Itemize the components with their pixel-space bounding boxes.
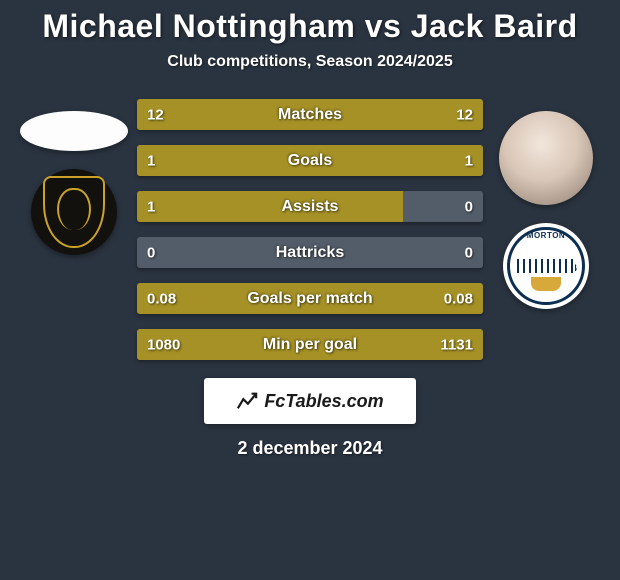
footer: FcTables.com 2 december 2024 (0, 378, 620, 459)
stat-bar: 12Matches12 (137, 99, 483, 130)
stat-value-right: 0 (465, 198, 473, 215)
chart-icon (236, 390, 258, 412)
stat-bar: 1Assists0 (137, 191, 483, 222)
stat-fill-left (137, 99, 310, 130)
stats-column: 12Matches121Goals11Assists00Hattricks00.… (137, 99, 483, 360)
stat-bar: 1Goals1 (137, 145, 483, 176)
ship-icon (531, 277, 561, 291)
stat-fill-left (137, 191, 403, 222)
title-player1: Michael Nottingham (42, 8, 355, 44)
stat-fill-left (137, 283, 310, 314)
left-column (19, 111, 129, 255)
brand-box: FcTables.com (204, 378, 416, 424)
title-vs: vs (365, 8, 402, 44)
stat-bar: 0.08Goals per match0.08 (137, 283, 483, 314)
page-title: Michael Nottingham vs Jack Baird (0, 8, 620, 45)
main-row: 12Matches121Goals11Assists00Hattricks00.… (0, 99, 620, 360)
stat-fill-right (307, 329, 483, 360)
stat-fill-left (137, 329, 307, 360)
brand-text: FcTables.com (264, 391, 383, 412)
stat-label: Hattricks (137, 244, 483, 262)
date-text: 2 december 2024 (237, 438, 382, 459)
stat-bar: 1080Min per goal1131 (137, 329, 483, 360)
stat-fill-right (310, 145, 483, 176)
title-player2: Jack Baird (411, 8, 578, 44)
player-left-avatar (20, 111, 128, 151)
player-right-avatar (499, 111, 593, 205)
club-right-name: MORTON (503, 231, 589, 240)
stripe-icon (517, 259, 575, 273)
right-column: MORTON 1874 (491, 111, 601, 309)
stat-fill-left (137, 145, 310, 176)
stat-fill-right (310, 283, 483, 314)
shield-icon (43, 176, 105, 248)
comparison-card: Michael Nottingham vs Jack Baird Club co… (0, 0, 620, 459)
player-left-club-badge (31, 169, 117, 255)
subtitle: Club competitions, Season 2024/2025 (0, 53, 620, 71)
stat-value-right: 0 (465, 244, 473, 261)
stat-fill-right (310, 99, 483, 130)
stat-bar: 0Hattricks0 (137, 237, 483, 268)
player-right-club-badge: MORTON 1874 (503, 223, 589, 309)
stat-value-left: 0 (147, 244, 155, 261)
